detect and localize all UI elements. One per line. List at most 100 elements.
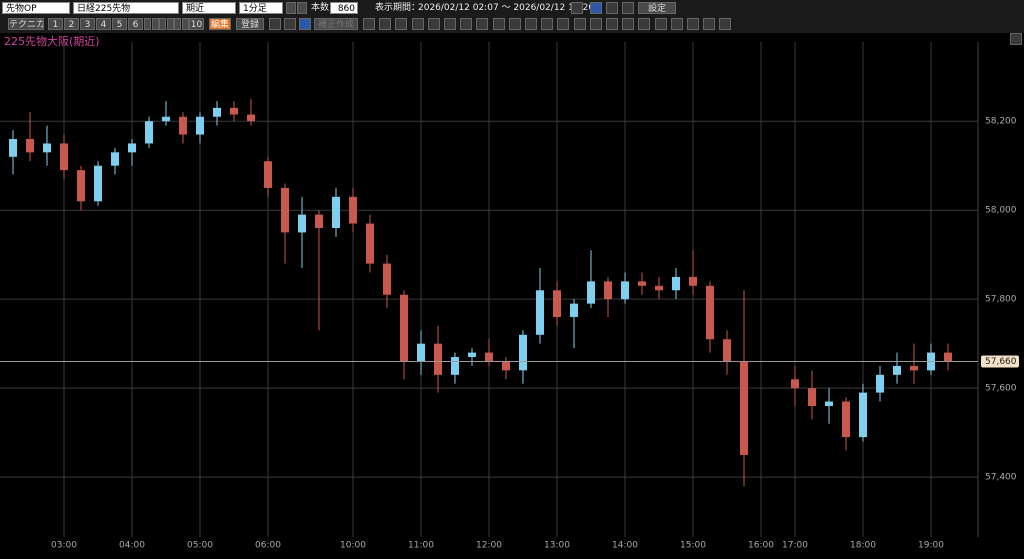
icon[interactable] [284, 18, 296, 30]
candle-body [332, 196, 340, 228]
tool-icon[interactable] [589, 18, 602, 30]
last-price-box [981, 355, 1019, 368]
candle-body [264, 161, 272, 188]
tool-icon[interactable] [363, 18, 375, 30]
icon[interactable] [590, 2, 602, 14]
tool-icon[interactable] [444, 18, 456, 30]
x-tick-label: 03:00 [51, 541, 77, 551]
candle-body [723, 339, 731, 362]
create-button[interactable]: 補正作成 [314, 18, 358, 30]
tool-icon[interactable] [411, 18, 424, 30]
candle-body [179, 116, 187, 135]
preset-slot[interactable] [151, 18, 159, 30]
candle-body [638, 281, 646, 286]
y-tick-label: 57,800 [985, 295, 1017, 305]
tool-icon[interactable] [606, 18, 618, 30]
register-button[interactable]: 登録 [236, 18, 264, 30]
tool-icon[interactable] [719, 18, 732, 30]
x-tick-label: 18:00 [850, 541, 876, 551]
tool-icon[interactable] [654, 18, 667, 30]
x-tick-label: 04:00 [119, 541, 145, 551]
candle-body [655, 285, 663, 291]
preset-slot[interactable] [174, 18, 181, 30]
candle-body [740, 361, 748, 455]
settings-button[interactable]: 設定 [638, 2, 676, 14]
tool-icon[interactable] [622, 18, 635, 30]
preset-slot[interactable] [144, 18, 151, 30]
tool-icon[interactable] [427, 18, 440, 30]
edit-button[interactable]: 編集 [209, 18, 231, 30]
candle-body [825, 401, 833, 406]
tool-icon[interactable] [379, 18, 392, 30]
icon[interactable] [269, 18, 281, 30]
last-price-label: 57,660 [985, 357, 1017, 367]
preset-button[interactable]: 4 [96, 18, 111, 30]
contract-select[interactable]: 期近 [182, 2, 236, 14]
preset-button[interactable]: 3 [80, 18, 95, 30]
preset-slot[interactable] [166, 18, 174, 30]
tool-icon[interactable] [476, 18, 489, 30]
candle-body [26, 138, 34, 153]
icon[interactable] [299, 18, 311, 30]
icon[interactable] [622, 2, 634, 14]
collapse-button[interactable] [1010, 33, 1022, 45]
tool-icon[interactable] [508, 18, 521, 30]
candle-body [876, 374, 884, 393]
candle-body [570, 303, 578, 317]
candle-body [893, 365, 901, 375]
candle-body [519, 334, 527, 371]
tool-icon[interactable] [573, 18, 586, 30]
next-button[interactable] [297, 2, 307, 14]
preset-button[interactable]: 5 [112, 18, 127, 30]
icon[interactable] [606, 2, 618, 14]
candle-body [60, 143, 68, 171]
tool-icon[interactable] [525, 18, 537, 30]
tool-icon[interactable] [670, 18, 683, 30]
icon[interactable] [571, 2, 583, 14]
candle-body [417, 343, 425, 362]
candle-body [162, 116, 170, 122]
candle-body [94, 165, 102, 202]
y-tick-label: 58,000 [985, 206, 1017, 216]
x-tick-label: 11:00 [408, 541, 434, 551]
product-select[interactable]: 日経225先物 [73, 2, 179, 14]
interval-select[interactable]: 1分足 [239, 2, 283, 14]
tool-icon[interactable] [703, 18, 716, 30]
x-tick-label: 12:00 [476, 541, 502, 551]
technical-button[interactable]: テクニカル [8, 18, 44, 30]
preset-button[interactable]: 1 [48, 18, 63, 30]
tool-icon[interactable] [492, 18, 505, 30]
x-tick-label: 10:00 [340, 541, 366, 551]
tool-icon[interactable] [395, 18, 408, 30]
tool-icon[interactable] [541, 18, 554, 30]
preset-button[interactable]: 2 [64, 18, 79, 30]
candle-body [366, 223, 374, 264]
preset-slot[interactable] [181, 18, 189, 30]
candle-body [859, 392, 867, 438]
preset-slot[interactable] [159, 18, 166, 30]
tool-icon[interactable] [460, 18, 473, 30]
tool-icon[interactable] [638, 18, 651, 30]
chart: 225先物大阪(期近) 57,400 57,600 57,800 58,000 58,2… [0, 34, 1019, 551]
prev-button[interactable] [286, 2, 296, 14]
x-tick-label: 13:00 [544, 541, 570, 551]
candle-body [383, 263, 391, 295]
market-select[interactable]: 先物OP [2, 2, 70, 14]
candle-body [213, 107, 221, 117]
candle-body [672, 276, 680, 291]
candle-body [451, 357, 459, 375]
candle-body [842, 401, 850, 438]
candle-body [111, 152, 119, 166]
candle-body [604, 281, 612, 300]
tool-icon[interactable] [557, 18, 570, 30]
count-input[interactable]: 860 [330, 2, 358, 14]
candle-body [196, 116, 204, 135]
candle-body [689, 276, 697, 286]
x-tick-label: 17:00 [782, 541, 808, 551]
preset-button[interactable]: 10 [189, 18, 204, 30]
preset-button[interactable]: 6 [128, 18, 143, 30]
tool-icon[interactable] [687, 18, 699, 30]
candle-body [43, 143, 51, 153]
candle-body [315, 214, 323, 228]
